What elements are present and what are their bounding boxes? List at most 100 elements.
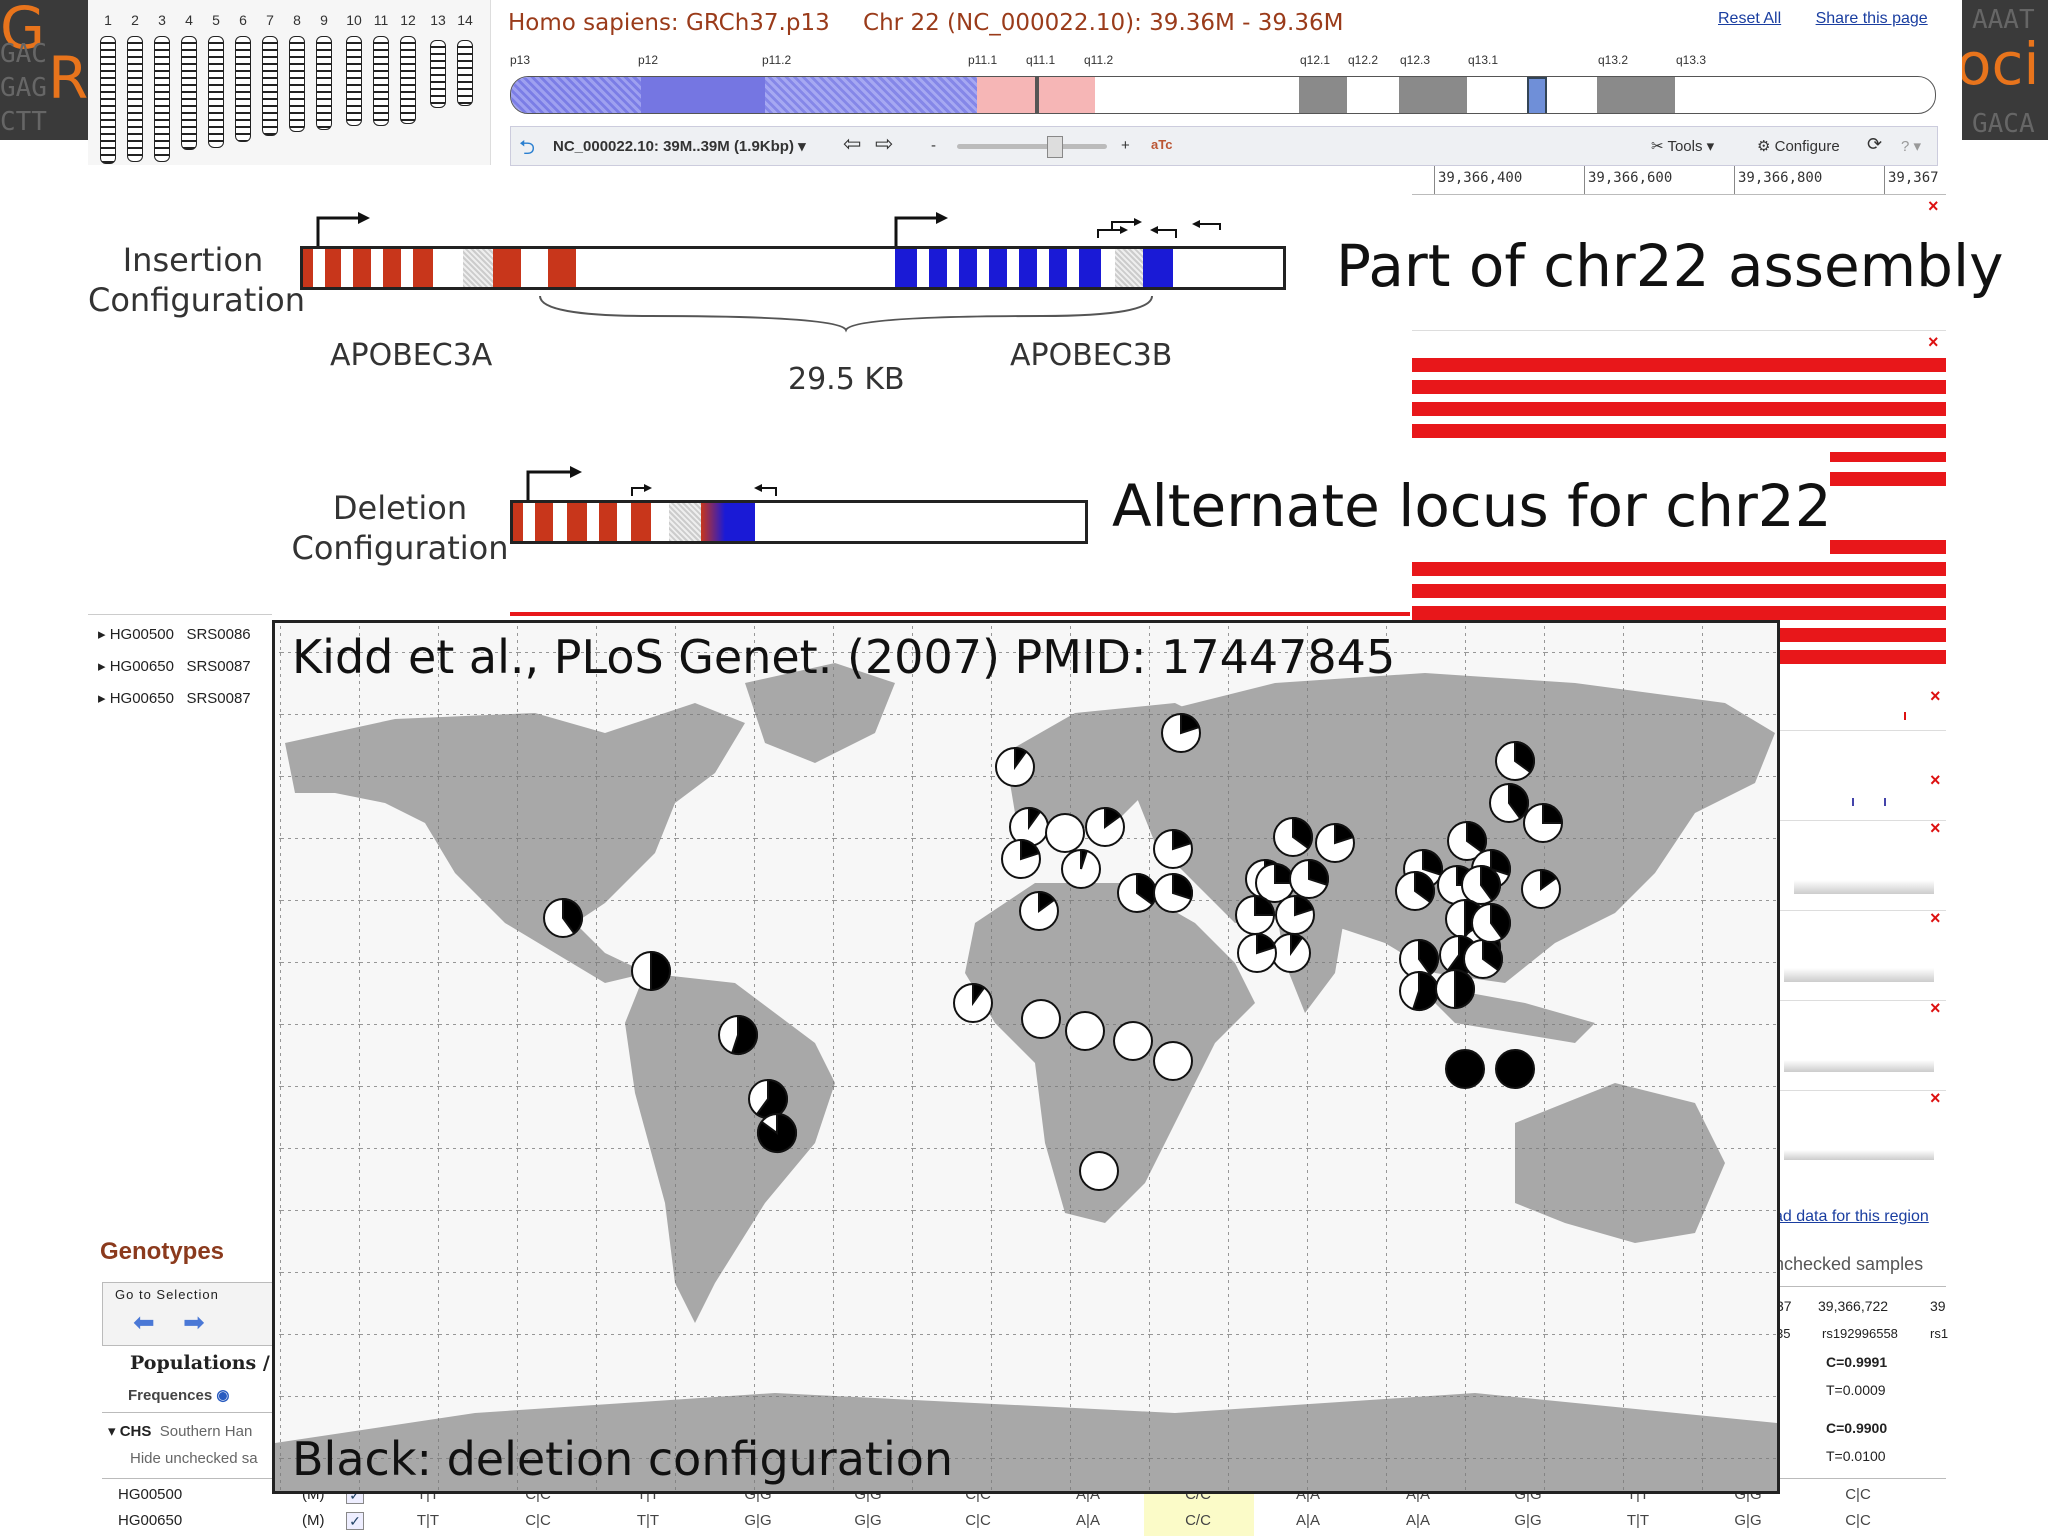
chr-number: 14 [457,12,473,28]
brand-strip-left: G R GAC GAG CTT [0,0,90,140]
zoom-slider-handle[interactable] [1047,136,1063,158]
map-citation: Kidd et al., PLoS Genet. (2007) PMID: 17… [292,630,1396,684]
zoom-slider[interactable] [957,144,1107,149]
chromosome-10[interactable] [346,36,362,126]
insertion-annotations [316,212,1221,333]
configure-button[interactable]: ⚙ Configure [1757,138,1840,155]
pie-deletion-slice [1256,932,1277,955]
pie-deletion-slice [1290,932,1304,957]
sample-row[interactable]: ▸ HG00650 SRS0087 [98,658,251,675]
pan-right-icon[interactable]: ⇨ [875,131,894,156]
chromosome-8[interactable] [289,36,305,132]
previous-arrow-icon[interactable]: ⬅ [133,1307,155,1337]
karyotype-panel[interactable]: 1 2 3 4 5 6 7 8 9 10 11 12 13 14 [88,0,491,165]
chromosome-9[interactable] [316,36,332,130]
genotypes-heading: Genotypes [100,1238,225,1265]
population-chs[interactable]: ▾ CHS Southern Han [108,1423,253,1440]
genotype-cell: C|C [1845,1486,1871,1503]
track-close-icon[interactable]: × [1930,686,1941,706]
next-arrow-icon[interactable]: ➡ [183,1307,205,1337]
band-label: q13.1 [1468,53,1499,67]
chromosome-5[interactable] [208,36,224,148]
chromosome-2[interactable] [127,36,143,162]
population-pie [1495,1049,1535,1089]
reset-all-link[interactable]: Reset All [1718,10,1782,27]
centromere [1035,77,1039,113]
chr-number: 11 [373,12,389,28]
refresh-icon[interactable]: ⟳ [1867,134,1883,154]
chromosome-1[interactable] [100,36,116,164]
chromosome-ideogram[interactable] [510,76,1936,114]
pie-deletion-slice [1172,828,1193,851]
chr-number: 9 [320,12,328,28]
brand-letter-g: G [0,0,45,62]
frequences-option[interactable]: Frequences ◉ [128,1387,230,1404]
sequence-icon[interactable]: aTc [1151,137,1173,152]
pie-deletion-slice [1080,848,1089,870]
pie-deletion-slice [1334,822,1355,845]
column-position: 39,366,722 [1818,1298,1889,1314]
genotype-cell: A|A [1406,1512,1430,1529]
sample-row[interactable]: ▸ HG00500 SRS0086 [98,626,251,643]
chromosome-13[interactable] [430,40,446,108]
read-bar [1830,540,1946,554]
region-marker[interactable] [1527,77,1547,113]
gene-label-apobec3a: APOBEC3A [330,338,493,373]
brand-letter-r: R [48,44,89,112]
pie-deletion-slice [1294,894,1315,917]
track-close-icon[interactable]: × [1928,332,1939,352]
chromosome-3[interactable] [154,36,170,162]
back-arrow-icon[interactable]: ⮌ [519,137,536,159]
track-close-icon[interactable]: × [1930,998,1941,1018]
chr-number: 8 [293,12,301,28]
zoom-in-button[interactable]: + [1121,137,1130,154]
brand-seq-1: GAC [0,39,47,69]
pie-deletion-slice [1020,838,1041,861]
chromosome-6[interactable] [235,36,251,142]
pie-deletion-slice [1136,872,1157,906]
track-close-icon[interactable]: × [1930,818,1941,838]
tools-menu[interactable]: ✂ Tools ▾ [1651,138,1715,155]
scale-tick: 39,366,800 [1738,170,1823,186]
hide-unchecked-toggle[interactable]: Hide unchecked sa [130,1450,258,1467]
genotype-cell: C|C [525,1512,551,1529]
genotype-cell: A|A [1296,1512,1320,1529]
assembly-note: Part of chr22 assembly [1336,232,2004,300]
track-close-icon[interactable]: × [1930,908,1941,928]
pie-deletion-slice [1418,938,1439,976]
population-pie [1065,1011,1105,1051]
chr-number: 12 [400,12,416,28]
download-region-link[interactable]: ad data for this region [1774,1208,1929,1225]
chr-number: 2 [131,12,139,28]
column-rsid: rs192996558 [1822,1326,1898,1341]
read-bar [1412,424,1946,438]
pie-deletion-slice [1028,806,1042,831]
chromosome-14[interactable] [457,40,473,106]
pie-deletion-slice [1180,712,1201,735]
track-close-icon[interactable]: × [1930,770,1941,790]
pie-deletion-slice [1542,802,1564,824]
chromosome-7[interactable] [262,36,278,136]
position-scale: 39,366,400 39,366,600 39,366,800 39,367 [1412,166,1946,195]
pie-deletion-slice [1514,740,1535,774]
read-bar [1412,358,1946,372]
accession-select[interactable]: NC_000022.10: 39M..39M (1.9Kbp) ▾ [553,138,806,155]
share-page-link[interactable]: Share this page [1815,10,1928,27]
chromosome-11[interactable] [373,36,389,126]
help-menu[interactable]: ? ▾ [1901,138,1922,155]
zoom-out-button[interactable]: - [931,137,936,154]
deletion-config-label: Deletion Configuration [291,489,509,567]
read-bar [1412,402,1946,416]
chromosome-4[interactable] [181,36,197,150]
pie-deletion-slice [755,1078,788,1119]
track-close-icon[interactable]: × [1930,1088,1941,1108]
insertion-config-label: Insertion Configuration [88,241,306,319]
world-map-figure [272,620,1780,1494]
read-bar [1412,380,1946,394]
sample-row[interactable]: ▸ HG00650 SRS0087 [98,690,251,707]
band-label: q12.3 [1400,53,1431,67]
pan-left-icon[interactable]: ⇦ [843,131,862,156]
track-close-icon[interactable]: × [1928,196,1939,216]
sample-checkbox[interactable]: ✓ [346,1512,364,1530]
chromosome-12[interactable] [400,36,416,124]
